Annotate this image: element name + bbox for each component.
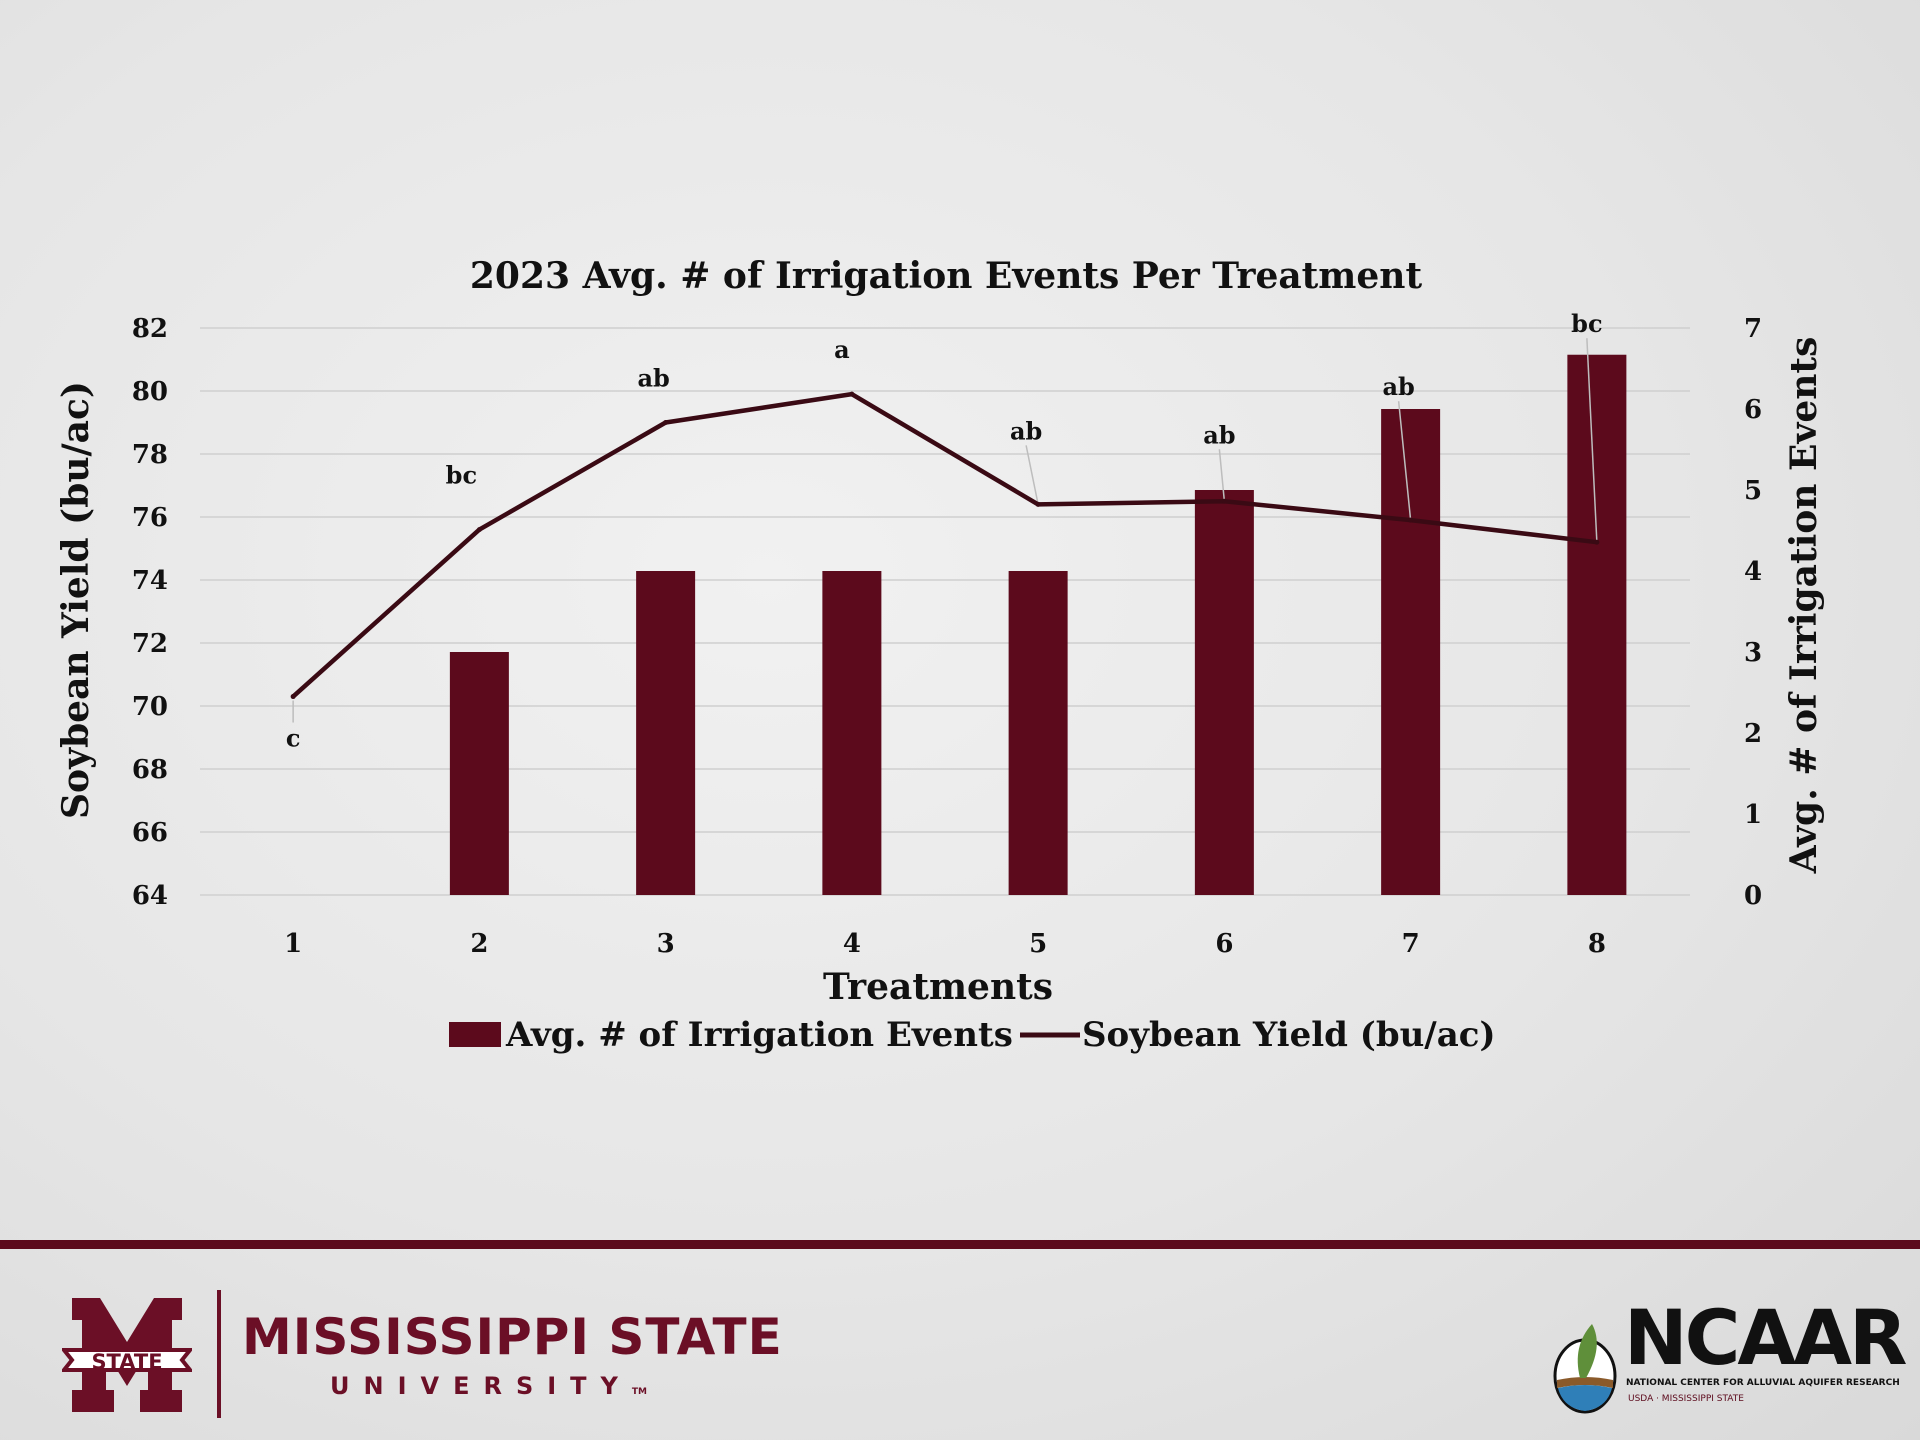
x-axis-title: Treatments bbox=[823, 966, 1053, 1008]
msu-m-icon: STATE bbox=[62, 1298, 192, 1412]
x-tick-1: 1 bbox=[284, 929, 302, 959]
leader-6 bbox=[1218, 449, 1226, 502]
msu-tm: TM bbox=[631, 1387, 648, 1397]
sig-label-6: ab bbox=[1203, 420, 1235, 449]
msu-university-text: UNIVERSITY bbox=[330, 1372, 632, 1400]
yield-point-7 bbox=[1408, 517, 1414, 523]
x-tick-8: 8 bbox=[1588, 929, 1606, 959]
x-tick-6: 6 bbox=[1215, 929, 1233, 959]
x-tick-4: 4 bbox=[843, 929, 861, 959]
chart-title: 2023 Avg. # of Irrigation Events Per Tre… bbox=[470, 255, 1423, 297]
right-axis-ticks: 0 1 2 3 4 5 6 7 bbox=[1744, 314, 1762, 911]
sig-label-4: a bbox=[834, 335, 850, 364]
sig-label-8: bc bbox=[1571, 309, 1602, 338]
yield-point-5 bbox=[1035, 501, 1041, 507]
yield-point-3 bbox=[663, 420, 669, 425]
ncaar-subtitle: NATIONAL CENTER FOR ALLUVIAL AQUIFER RES… bbox=[1626, 1378, 1900, 1388]
left-tick-76: 76 bbox=[132, 503, 168, 533]
yield-point-8 bbox=[1594, 539, 1600, 545]
left-tick-74: 74 bbox=[132, 566, 168, 596]
yield-line bbox=[291, 391, 1598, 699]
yield-point-1 bbox=[290, 694, 296, 700]
ncaar-logo: NCAAR NATIONAL CENTER FOR ALLUVIAL AQUIF… bbox=[1552, 1288, 1908, 1418]
leader-7 bbox=[1397, 401, 1412, 521]
bar-6 bbox=[1194, 490, 1254, 895]
right-axis-title: Avg. # of Irrigation Events bbox=[1783, 337, 1825, 875]
bar-5 bbox=[1008, 571, 1068, 895]
x-tick-3: 3 bbox=[657, 929, 675, 959]
right-tick-5: 5 bbox=[1744, 476, 1762, 506]
yield-point-2 bbox=[476, 527, 482, 533]
bar-2 bbox=[449, 652, 509, 895]
chart: 2023 Avg. # of Irrigation Events Per Tre… bbox=[55, 255, 1825, 1055]
right-tick-0: 0 bbox=[1744, 881, 1762, 911]
ncaar-partner-logos: USDA · MISSISSIPPI STATE bbox=[1628, 1394, 1744, 1404]
right-tick-3: 3 bbox=[1744, 638, 1762, 668]
bar-7 bbox=[1381, 409, 1441, 895]
msu-shield-text: STATE bbox=[91, 1350, 162, 1374]
left-tick-68: 68 bbox=[132, 755, 168, 785]
right-tick-2: 2 bbox=[1744, 719, 1762, 749]
left-tick-78: 78 bbox=[132, 440, 168, 470]
msu-name: MISSISSIPPI STATE bbox=[242, 1308, 783, 1366]
legend-bar-label: Avg. # of Irrigation Events bbox=[505, 1015, 1013, 1055]
left-tick-64: 64 bbox=[132, 881, 168, 911]
sig-label-5: ab bbox=[1010, 416, 1042, 445]
label-leaders bbox=[292, 338, 1598, 723]
line-series bbox=[290, 391, 1600, 700]
left-tick-72: 72 bbox=[132, 629, 168, 659]
bar-3 bbox=[636, 571, 696, 895]
grid-lines bbox=[200, 327, 1690, 896]
yield-point-4 bbox=[849, 391, 855, 397]
x-tick-2: 2 bbox=[470, 929, 488, 959]
x-tick-5: 5 bbox=[1029, 929, 1047, 959]
msu-logo: STATE MISSISSIPPI STATE UNIVERSITYTM bbox=[62, 1290, 782, 1420]
significance-labels: c bc ab a ab ab ab bc bbox=[286, 309, 1603, 752]
bar-4 bbox=[822, 571, 882, 895]
x-tick-7: 7 bbox=[1402, 929, 1420, 959]
legend-line-label: Soybean Yield (bu/ac) bbox=[1082, 1015, 1496, 1055]
x-axis-ticks: 1 2 3 4 5 6 7 8 bbox=[284, 929, 1606, 959]
left-tick-80: 80 bbox=[132, 377, 168, 407]
sig-label-3: ab bbox=[637, 364, 669, 393]
leader-5 bbox=[1025, 445, 1039, 505]
right-tick-4: 4 bbox=[1744, 557, 1762, 587]
ncaar-name: NCAAR bbox=[1624, 1293, 1908, 1382]
left-axis-ticks: 64 66 68 70 72 74 76 78 80 82 bbox=[132, 314, 168, 911]
bar-8 bbox=[1567, 354, 1627, 896]
footer-divider bbox=[0, 1240, 1920, 1249]
yield-point-6 bbox=[1221, 498, 1227, 504]
right-tick-1: 1 bbox=[1744, 800, 1762, 830]
left-axis-title: Soybean Yield (bu/ac) bbox=[55, 381, 97, 819]
left-tick-70: 70 bbox=[132, 692, 168, 722]
ncaar-emblem-icon bbox=[1553, 1324, 1617, 1414]
right-tick-7: 7 bbox=[1744, 314, 1762, 344]
bar-series bbox=[449, 354, 1627, 896]
sig-label-2: bc bbox=[446, 461, 477, 490]
right-tick-6: 6 bbox=[1744, 395, 1762, 425]
left-tick-82: 82 bbox=[132, 314, 168, 344]
msu-divider bbox=[217, 1290, 221, 1418]
sig-label-7: ab bbox=[1382, 372, 1414, 401]
legend: Avg. # of Irrigation Events Soybean Yiel… bbox=[449, 1015, 1496, 1055]
leader-8 bbox=[1586, 338, 1598, 543]
msu-university: UNIVERSITYTM bbox=[330, 1372, 647, 1400]
left-tick-66: 66 bbox=[132, 818, 168, 848]
legend-bar-swatch bbox=[449, 1022, 501, 1047]
sig-label-1: c bbox=[286, 724, 301, 753]
